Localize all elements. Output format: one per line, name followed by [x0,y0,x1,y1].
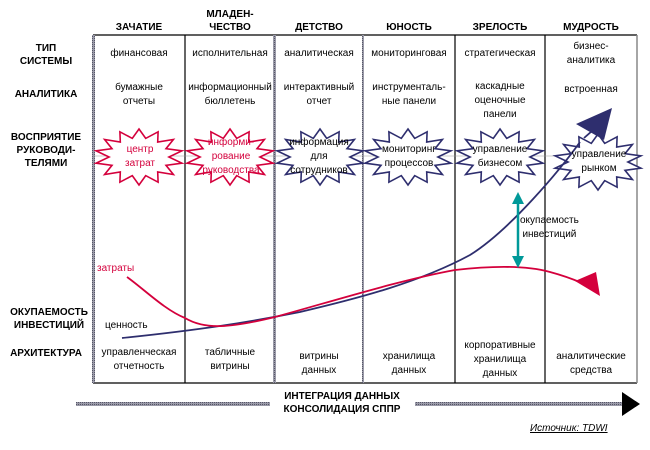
star-text: информация для сотрудников [289,137,349,176]
roi-label: окупаемость инвестиций [520,215,579,240]
cell-analytics: каскадные оценочные панели [474,81,526,120]
cell-system-type: бизнес- аналитика [566,41,616,66]
cell-analytics: бумажные отчеты [115,82,163,107]
perception-star [274,127,366,187]
star-text: центр затрат [125,144,155,169]
integration-arrow-right [415,402,623,406]
stage-header: МУДРОСТЬ [563,22,619,33]
cell-analytics: информационный бюллетень [188,82,272,107]
cell-architecture: корпоративные хранилища данных [464,340,536,379]
row-label-architecture: АРХИТЕКТУРА [10,348,82,359]
column-divider [362,35,364,383]
source-note: Источник: TDWI [530,423,608,434]
perception-star [93,127,185,187]
star-text: мониторинг процессов [382,144,436,169]
cell-architecture: хранилища данных [382,351,436,376]
perception-star [454,127,546,187]
cell-system-type: стратегическая [464,48,536,59]
cost-curve-label: затраты [97,263,135,274]
row-label-roi: ОКУПАЕМОСТЬ ИНВЕСТИЦИЙ [10,307,88,331]
stage-header: ЗАЧАТИЕ [115,22,163,33]
perception-star [184,127,276,187]
star-text: управление бизнесом [472,144,528,169]
cell-system-type: исполнительная [192,48,268,59]
cell-analytics: интерактивный отчет [283,82,355,107]
value-curve-label: ценность [105,320,148,331]
stage-header: МЛАДЕН- ЧЕСТВО [206,9,254,33]
row-label-system-type: ТИП СИСТЕМЫ [19,43,73,67]
stage-header: ЮНОСТЬ [386,22,432,33]
cost-curve-arrowhead [575,272,600,296]
cost-curve [126,265,583,328]
roi-arrow-down [512,256,524,268]
star-text: управление рынком [571,149,627,174]
column-divider [92,35,95,383]
cell-analytics: инструменталь- ные панели [372,82,446,107]
column-divider [273,35,276,383]
cell-system-type: аналитическая [284,48,354,59]
integration-arrowhead [622,392,640,416]
cell-architecture: витрины данных [299,351,339,376]
row-label-analytics: АНАЛИТИКА [14,89,78,100]
cell-system-type: финансовая [110,48,168,59]
stage-header: ЗРЕЛОСТЬ [472,22,528,33]
integration-arrow-left [76,402,270,406]
cell-analytics: встроенная [564,84,618,95]
perception-star [362,127,454,187]
cell-architecture: аналитические средства [556,351,626,376]
cell-system-type: мониторинговая [371,48,447,59]
row-label-perception: ВОСПРИЯТИЕ РУКОВОДИ- ТЕЛЯМИ [10,132,82,169]
stage-header: ДЕТСТВО [295,22,343,33]
integration-title: ИНТЕГРАЦИЯ ДАННЫХ КОНСОЛИДАЦИЯ СППР [283,391,401,415]
cell-architecture: табличные витрины [204,347,256,372]
roi-arrow-up [512,192,524,204]
cell-architecture: управленческая отчетность [101,347,177,372]
star-text: информи- рование руководства [202,137,260,176]
value-curve-arrowhead [576,108,612,140]
